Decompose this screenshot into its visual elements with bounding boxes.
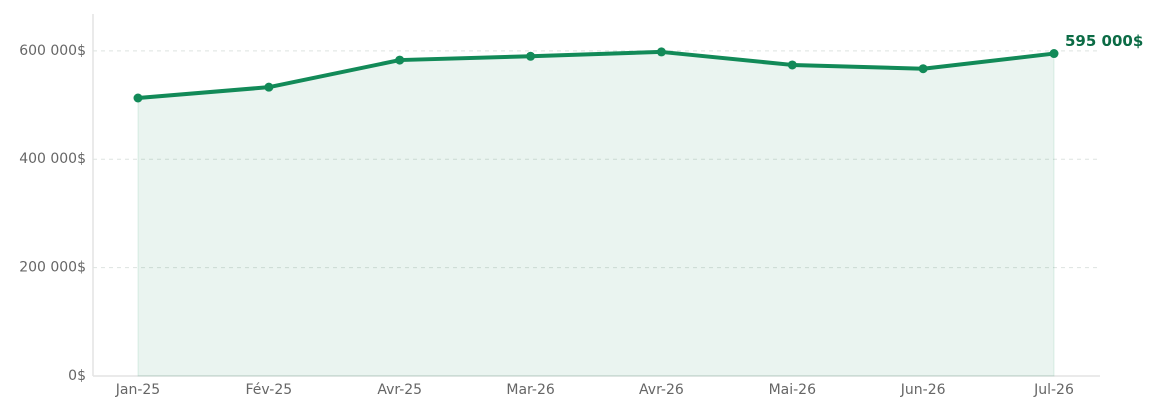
point (526, 51, 536, 61)
x-tick-label: Avr-26 (639, 382, 684, 398)
x-tick-label: Mai-26 (769, 382, 817, 398)
x-tick-label: Jan-25 (115, 382, 160, 398)
area (137, 51, 1055, 377)
line (137, 49, 1055, 100)
point (1049, 49, 1059, 59)
y-tick-label: 200 000$ (19, 260, 86, 276)
value-label: 595 000$ (1065, 32, 1143, 50)
point (395, 55, 405, 65)
x-tick-label: Fév-25 (246, 382, 293, 398)
point (133, 93, 143, 103)
y-tick-label: 400 000$ (19, 151, 86, 167)
point (787, 60, 797, 70)
x-tick-label: Mar-26 (506, 382, 554, 398)
y-tick-label: 0$ (68, 368, 86, 384)
point (264, 82, 274, 92)
x-tick-label: Jun-26 (900, 382, 946, 398)
point (656, 47, 666, 57)
x-tick-label: Jul-26 (1033, 382, 1074, 398)
point (918, 64, 928, 74)
x-tick-label: Avr-25 (377, 382, 422, 398)
y-tick-label: 600 000$ (19, 43, 86, 59)
